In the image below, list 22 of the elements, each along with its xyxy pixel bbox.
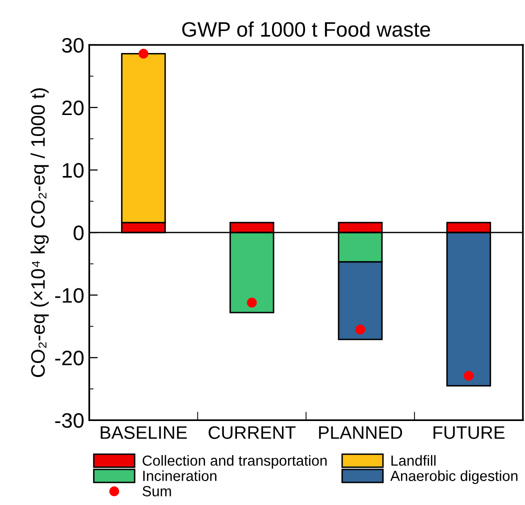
point bbox=[355, 324, 366, 334]
y-tick-label: 10 bbox=[62, 163, 84, 178]
y-tick-label: -10 bbox=[55, 288, 84, 303]
legend-label: Sum bbox=[142, 486, 171, 496]
y-tick-label: 0 bbox=[74, 226, 84, 240]
x-tick-label: BASELINE bbox=[100, 426, 187, 439]
y-axis-title: CO₂-eq (×10⁴ kg CO₂-eq / 1000 t) bbox=[30, 88, 49, 378]
y-tick-label: 20 bbox=[62, 100, 84, 116]
y-tick-label: -30 bbox=[55, 413, 84, 428]
y-tick-label: -20 bbox=[55, 350, 84, 366]
legend-label: Landfill bbox=[391, 455, 436, 466]
y-tick-label: 30 bbox=[62, 38, 84, 53]
chart-title: GWP of 1000 t Food waste bbox=[182, 22, 430, 37]
legend-label: Collection and transportation bbox=[142, 455, 327, 469]
point bbox=[138, 48, 148, 59]
legend-label: Incineration bbox=[143, 470, 216, 482]
point bbox=[246, 298, 257, 308]
x-tick-label: FUTURE bbox=[434, 426, 505, 439]
x-tick-label: CURRENT bbox=[208, 426, 296, 439]
x-tick-label: PLANNED bbox=[319, 426, 402, 439]
legend-label: Anaerobic digestion bbox=[390, 470, 518, 484]
point bbox=[464, 370, 474, 381]
